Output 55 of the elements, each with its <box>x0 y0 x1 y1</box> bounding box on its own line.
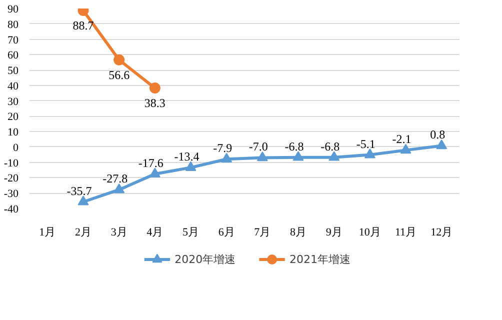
data-label: -27.8 <box>102 172 128 186</box>
point <box>185 161 196 171</box>
x-tick-label: 10月 <box>358 226 381 238</box>
x-tick-label: 3月 <box>110 226 128 238</box>
x-tick-label: 11月 <box>394 226 417 238</box>
x-tick-label: 6月 <box>218 226 235 238</box>
x-tick-label: 8月 <box>290 226 306 238</box>
point <box>328 151 340 161</box>
point <box>436 139 448 150</box>
point <box>256 151 268 162</box>
x-tick-label: 4月 <box>146 226 164 238</box>
y-tick-label: 10 <box>8 126 19 139</box>
y-tick-label: 60 <box>8 50 19 62</box>
y-tick-label: 90 <box>8 4 19 16</box>
y-tick-label: -40 <box>4 204 19 216</box>
data-label: -7.9 <box>213 141 232 156</box>
data-label: -6.8 <box>320 139 340 154</box>
data-label: -2.1 <box>392 132 412 146</box>
x-tick-label: 5月 <box>182 226 199 238</box>
data-label: -35.7 <box>66 184 92 198</box>
point <box>78 196 89 206</box>
data-label: -13.4 <box>174 150 200 164</box>
y-tick-label: 40 <box>8 80 19 92</box>
point <box>149 168 160 178</box>
data-label: 88.7 <box>72 18 94 32</box>
x-tick-label: 2月 <box>75 226 92 238</box>
data-label: 56.6 <box>108 68 130 82</box>
data-label: -17.6 <box>138 156 164 170</box>
data-label: -6.8 <box>284 139 304 154</box>
y-tick-label: 0 <box>13 142 19 154</box>
point <box>364 148 376 158</box>
x-tick-label: 12月 <box>430 226 453 238</box>
y-tick-label: -30 <box>4 188 19 200</box>
legend-label: 2021年增速 <box>290 253 351 266</box>
point <box>114 54 125 66</box>
y-tick-label: 20 <box>8 111 19 124</box>
point <box>292 151 304 161</box>
data-label: -7.0 <box>248 140 268 154</box>
x-tick-label: 9月 <box>326 226 342 238</box>
y-tick-label: -20 <box>4 172 19 185</box>
point <box>114 183 125 194</box>
x-tick-label: 7月 <box>254 226 271 238</box>
point <box>149 82 160 94</box>
y-tick-label: 70 <box>8 34 19 46</box>
data-label: -5.1 <box>356 136 376 151</box>
y-tick-label: 30 <box>8 96 19 108</box>
y-tick-label: 50 <box>8 65 19 78</box>
y-tick-label: -10 <box>4 157 19 170</box>
point <box>221 152 232 162</box>
x-tick-label: 1月 <box>39 226 56 238</box>
y-tick-label: 80 <box>8 18 19 31</box>
data-label: 0.8 <box>430 128 446 142</box>
legend-label: 2020年增速 <box>174 253 236 266</box>
data-label: 38.3 <box>144 96 166 110</box>
point <box>400 144 412 154</box>
